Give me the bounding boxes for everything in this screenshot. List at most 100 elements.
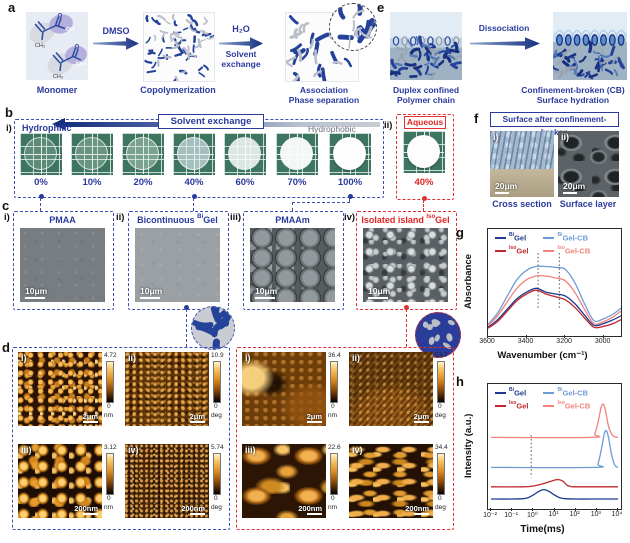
pct-label-10: 10% [82, 177, 102, 188]
legend-swatch [543, 404, 555, 407]
axis-tick-label: 10³ [590, 511, 601, 518]
legend-swatch [495, 391, 506, 394]
isogel-title: Isolated island IsoGel [361, 213, 450, 225]
solvent-exchange-banner: Solvent exchange [158, 114, 264, 129]
panel-c-sub-iv: iv) [344, 212, 356, 223]
legend-label: BiGel-CB [557, 387, 588, 398]
relaxation-ylabel: Intensity (a.u.) [463, 413, 474, 478]
pct-label-20: 20% [133, 177, 153, 188]
cb-caption-1: Confinement-broken (CB) [521, 85, 625, 95]
confinement-broken-diagram [551, 12, 627, 80]
legend-item: IsoGel-CB [543, 400, 590, 411]
connector-dot [191, 193, 197, 199]
axis-tick [490, 508, 491, 511]
axis-tick-label: 10⁻² [483, 512, 497, 519]
afm-isogel-phase-2um: ii) 2μm [349, 352, 433, 426]
panel-c-sub-iii: iii) [230, 212, 242, 223]
duplex-caption-1: Duplex confined [392, 85, 460, 95]
pct-label-0: 0% [34, 177, 48, 188]
cb-caption-2: Surface hydration [536, 95, 610, 106]
scalebar-2um: 2μm [307, 412, 322, 423]
scalebar-200nm: 200nm [181, 504, 205, 515]
surface-layer-image: ii) 20μm [558, 131, 619, 197]
gel-disc [228, 137, 261, 170]
chem-o2: O [75, 45, 80, 51]
pmaa-sem-image: 10μm [20, 228, 105, 302]
gel-disc [407, 135, 440, 168]
panel-c-label: c [2, 198, 10, 213]
legend-label: BiGel [509, 387, 527, 398]
bigel-box [128, 211, 229, 310]
ftir-ylabel: Absorbance [463, 254, 474, 309]
axis-tick [487, 335, 488, 338]
exchange-word: exchange [221, 58, 261, 69]
bigel-title: Bicontinuous BiGel [137, 213, 218, 225]
gel-disc [177, 137, 210, 170]
legend-label: IsoGel [509, 245, 529, 256]
gel-disc [75, 137, 108, 170]
legend-item: BiGel [495, 232, 528, 243]
scalebar-2um: 2μm [190, 412, 205, 423]
axis-tick-label: 10² [569, 511, 580, 518]
gel-disc [24, 137, 57, 170]
axis-tick [574, 508, 576, 511]
legend-label: BiGel [509, 232, 527, 243]
axis-tick-label: 3600 [479, 338, 495, 345]
duplex-confined-diagram [389, 12, 463, 83]
axis-tick [617, 508, 618, 511]
scalebar-20um: 20μm [495, 181, 517, 194]
pct-label-70: 70% [287, 177, 307, 188]
axis-tick-label: 3200 [556, 338, 572, 345]
pct-label-aqueous-40: 40% [414, 177, 434, 188]
copolymerization-caption: Copolymerization [140, 85, 216, 95]
connector-dot [184, 305, 189, 310]
relaxation-legend: BiGel IsoGel BiGel-CB IsoGel-CB [495, 387, 590, 411]
solvent-word: Solvent [225, 49, 257, 59]
legend-item: IsoGel [495, 400, 528, 411]
bicontinuous-inset [191, 306, 235, 350]
arrow-dissociation-icon [470, 37, 540, 50]
sample-photo-aqueous-40pct [403, 131, 445, 173]
scalebar-10um: 10μm [255, 286, 277, 299]
axis-tick [532, 508, 534, 511]
sample-photo-0pct [20, 133, 62, 175]
monomer-structures: O OH CH₃ O NH₂ CH₃ [29, 14, 87, 80]
legend-item: BiGel-CB [543, 232, 590, 243]
chem-nh2: NH₂ [76, 62, 87, 68]
sample-photo-20pct [122, 133, 164, 175]
association-caption-2: Phase separation [288, 95, 360, 106]
colorbar: 4.72 0 nm [104, 352, 117, 419]
ftir-chart: g Absorbance BiGel IsoGel BiGel-CB IsoGel-C… [455, 224, 630, 376]
chem-ch3-1: CH₃ [35, 43, 45, 49]
pmaa-box [13, 211, 114, 310]
scalebar-200nm: 200nm [74, 504, 98, 515]
panel-d-blue-box [12, 347, 230, 530]
isogel-sem-image: 10μm [363, 228, 448, 302]
scalebar-200nm: 200nm [298, 504, 322, 515]
relaxation-plot-area [487, 383, 622, 510]
panel-f-label: f [474, 111, 479, 126]
legend-item: IsoGel-CB [543, 245, 590, 256]
legend-swatch [495, 404, 506, 407]
scalebar-10um: 10μm [25, 286, 47, 299]
panel-d-label: d [2, 340, 10, 355]
ftir-legend: BiGel IsoGel BiGel-CB IsoGel-CB [495, 232, 590, 256]
legend-item: BiGel [495, 387, 528, 398]
scalebar-2um: 2μm [83, 412, 98, 423]
legend-label: IsoGel-CB [557, 245, 591, 256]
scalebar-200nm: 200nm [405, 504, 429, 515]
axis-tick [511, 508, 513, 511]
panel-d-red-box [236, 347, 454, 530]
legend-item: IsoGel [495, 245, 528, 256]
cross-section-caption: Cross section [492, 199, 552, 209]
aqueous-banner: Aqueous [404, 116, 446, 129]
axis-tick [595, 508, 597, 511]
scalebar-2um: 2μm [414, 412, 429, 423]
ftir-plot-area [487, 228, 622, 337]
panel-e-label: e [377, 0, 385, 15]
panel-f-sub-ii: ii) [561, 132, 569, 142]
afm-bigel-height-200nm: iii) 200nm [18, 444, 102, 518]
panel-b-sub-i: i) [6, 123, 12, 134]
scalebar-20um: 20μm [563, 181, 585, 194]
